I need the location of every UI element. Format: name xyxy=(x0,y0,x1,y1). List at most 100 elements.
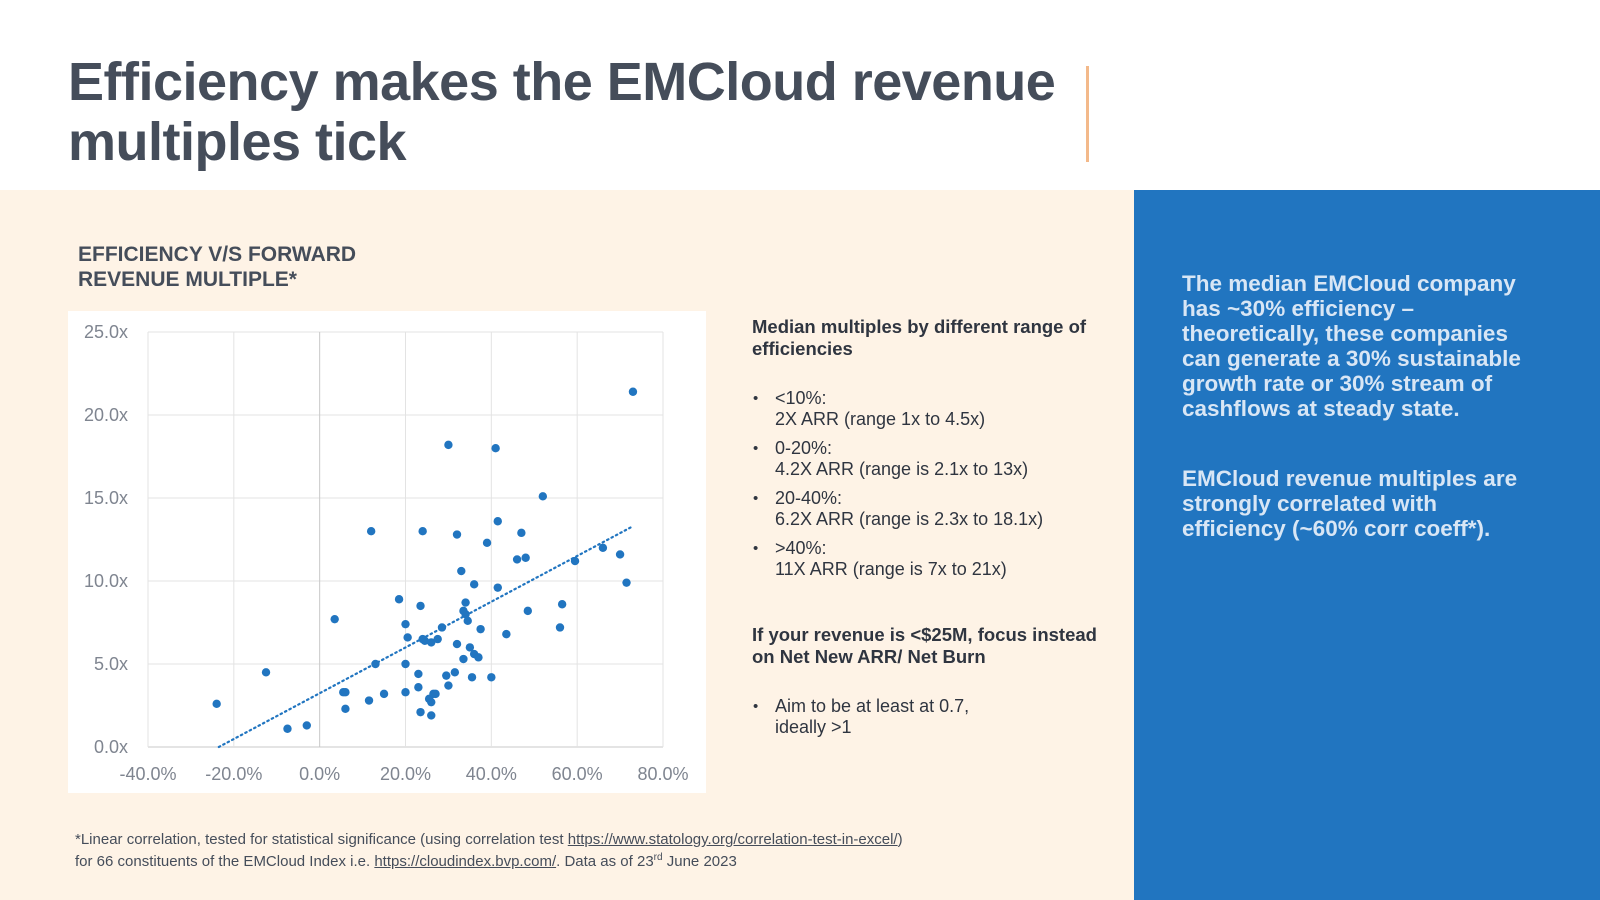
y-tick-label: 0.0x xyxy=(94,737,128,757)
footnote-date-end: June 2023 xyxy=(662,853,737,870)
data-point xyxy=(341,704,350,714)
data-point xyxy=(487,673,496,682)
data-point xyxy=(491,444,500,453)
data-point xyxy=(394,595,404,604)
chart-title-line1: EFFICIENCY V/S FORWARD xyxy=(78,243,357,266)
data-point xyxy=(457,566,466,576)
data-point xyxy=(452,530,462,539)
side-paragraph-efficiency: The median EMCloud company has ~30% effi… xyxy=(1182,271,1521,421)
data-point xyxy=(523,606,533,616)
data-point xyxy=(463,616,472,626)
data-point xyxy=(538,492,548,501)
range-detail: 11X ARR (range is 7x to 21x) xyxy=(775,559,1007,579)
statology-link[interactable]: https://www.statology.org/correlation-te… xyxy=(567,831,898,848)
x-tick-label: -20.0% xyxy=(205,764,262,784)
data-point xyxy=(420,636,430,645)
tip-item: Aim to be at least at 0.7,ideally >1 xyxy=(752,696,1122,738)
data-point xyxy=(474,653,483,662)
data-point xyxy=(283,724,292,733)
data-point xyxy=(555,623,565,632)
footnote-text-2: for 66 constituents of the EMCloud Index… xyxy=(75,853,375,870)
y-tick-label: 15.0x xyxy=(84,488,128,508)
footnote: *Linear correlation, tested for statisti… xyxy=(75,831,1115,871)
side-paragraph-correlation: EMCloud revenue multiples are strongly c… xyxy=(1182,466,1518,541)
efficiency-range-list: <10%:2X ARR (range 1x to 4.5x) 0-20%:4.2… xyxy=(752,388,1122,580)
title-accent-bar xyxy=(1086,66,1089,162)
data-point xyxy=(379,689,389,699)
data-point xyxy=(437,623,447,632)
data-point xyxy=(261,668,271,677)
data-point xyxy=(416,707,425,717)
notes-panel: Median multiples by different range of e… xyxy=(752,316,1122,738)
data-point xyxy=(461,598,470,607)
data-point xyxy=(570,556,580,566)
range-item-2: 0-20%:4.2X ARR (range is 2.1x to 13x) xyxy=(752,438,1122,480)
notes-heading-small-revenue: If your revenue is <$25M, focus instead … xyxy=(752,624,1097,667)
data-point xyxy=(476,624,485,634)
data-point xyxy=(493,583,502,592)
range-label: 20-40%: xyxy=(775,488,843,508)
scatter-chart-card: 0.0x 5.0x 10.0x 15.0x 20.0x 25.0x -40.0% -20.0%… xyxy=(68,311,706,793)
data-point xyxy=(330,614,339,624)
data-point xyxy=(341,688,350,697)
range-detail: 2X ARR (range 1x to 4.5x) xyxy=(775,409,986,429)
range-label: <10%: xyxy=(775,388,827,408)
data-point xyxy=(364,696,374,705)
footnote-date-suffix: rd xyxy=(653,852,663,863)
y-tick-label: 10.0x xyxy=(84,571,128,591)
x-tick-label: 40.0% xyxy=(466,764,517,784)
data-point xyxy=(418,527,427,536)
data-point xyxy=(450,668,460,677)
data-point xyxy=(512,555,522,564)
data-point xyxy=(401,659,410,669)
data-point xyxy=(427,638,436,647)
data-point xyxy=(517,528,526,538)
data-point xyxy=(598,543,608,552)
y-tick-label: 25.0x xyxy=(84,322,128,342)
data-point xyxy=(615,550,625,559)
range-detail: 4.2X ARR (range is 2.1x to 13x) xyxy=(775,459,1029,479)
data-point xyxy=(416,601,425,611)
data-point xyxy=(212,699,221,709)
x-tick-label: 20.0% xyxy=(380,764,431,784)
data-point xyxy=(431,689,440,699)
x-tick-label: 60.0% xyxy=(552,764,603,784)
tip-list: Aim to be at least at 0.7,ideally >1 xyxy=(752,696,1122,738)
data-point xyxy=(414,669,423,679)
data-point xyxy=(427,711,436,720)
footnote-text-1-end: ) xyxy=(897,831,903,848)
data-point xyxy=(427,697,436,707)
data-point xyxy=(414,683,423,692)
data-point xyxy=(433,634,442,644)
data-point xyxy=(371,659,380,669)
data-point xyxy=(442,671,451,680)
data-point xyxy=(459,654,468,664)
data-point xyxy=(461,610,470,619)
notes-heading-multiples: Median multiples by different range of e… xyxy=(752,316,1087,359)
range-item-4: >40%:11X ARR (range is 7x to 21x) xyxy=(752,538,1122,580)
side-panel xyxy=(1134,190,1600,900)
slide-title: Efficiency makes the EMCloud revenue mul… xyxy=(68,52,1056,172)
tip-line-1: Aim to be at least at 0.7, xyxy=(775,696,970,716)
data-point xyxy=(628,387,638,396)
y-tick-label: 20.0x xyxy=(84,405,128,425)
cloudindex-link[interactable]: https://cloudindex.bvp.com/ xyxy=(374,853,557,870)
x-tick-label: -40.0% xyxy=(119,764,176,784)
data-point xyxy=(622,578,631,587)
tip-line-2: ideally >1 xyxy=(775,717,852,737)
data-point xyxy=(521,553,530,562)
y-tick-label: 5.0x xyxy=(94,654,128,674)
data-point xyxy=(467,673,477,682)
data-point xyxy=(403,633,412,642)
x-tick-label: 0.0% xyxy=(299,764,340,784)
scatter-chart: 0.0x 5.0x 10.0x 15.0x 20.0x 25.0x -40.0% -20.0%… xyxy=(84,322,689,784)
data-point xyxy=(493,517,502,526)
range-item-3: 20-40%:6.2X ARR (range is 2.3x to 18.1x) xyxy=(752,488,1122,530)
chart-title: EFFICIENCY V/S FORWARD REVENUE MULTIPLE* xyxy=(78,242,356,292)
data-point xyxy=(302,721,311,730)
data-point xyxy=(444,681,453,690)
data-point xyxy=(502,629,511,639)
data-point xyxy=(401,619,410,629)
data-point xyxy=(482,538,492,548)
data-point xyxy=(444,440,453,450)
